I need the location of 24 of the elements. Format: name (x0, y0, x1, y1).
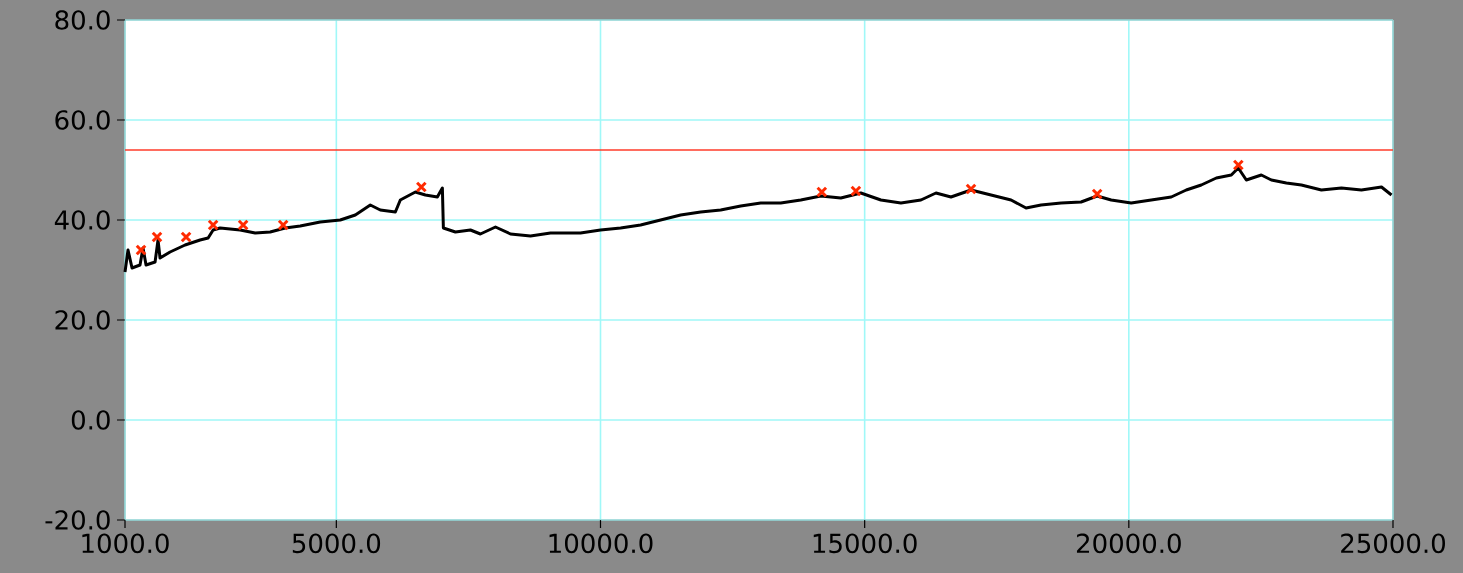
point (816, 186, 828, 198)
point (415, 181, 428, 193)
point (1232, 159, 1245, 171)
point (965, 183, 977, 195)
point (850, 185, 862, 197)
y-tick-label: 60.0 (55, 110, 110, 130)
y-tick-label: -20.0 (45, 510, 110, 530)
point (135, 244, 147, 256)
point (151, 231, 163, 243)
x-tick-label: 1000.0 (82, 533, 169, 554)
point (1091, 188, 1103, 200)
point (237, 219, 249, 231)
y-tick-label: 40.0 (54, 210, 110, 230)
x-tick-label: 10000.0 (549, 533, 653, 554)
point (180, 231, 192, 243)
x-tick-label: 5000.0 (292, 533, 381, 554)
y-tick-label: 20.0 (55, 310, 110, 330)
x-tick-label: 25000.0 (1341, 533, 1445, 554)
x-tick-label: 15000.0 (813, 533, 917, 554)
x-tick-label: 20000.0 (1076, 533, 1181, 554)
point (277, 219, 289, 231)
point (207, 219, 219, 231)
y-tick-label: 80.0 (55, 10, 110, 30)
y-tick-label: 0.0 (71, 410, 110, 430)
